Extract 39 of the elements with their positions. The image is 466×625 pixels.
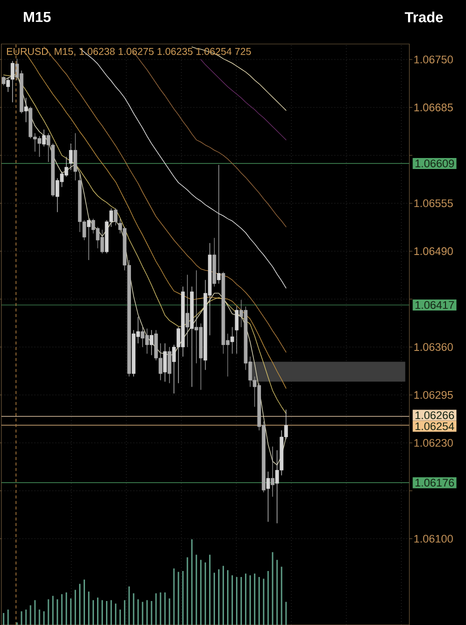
- candlestick: [100, 230, 104, 254]
- ref-line-label: 1.06266: [416, 411, 454, 420]
- candlestick: [24, 98, 28, 122]
- candlestick: [150, 330, 154, 356]
- y-tick-label: 1.06295: [414, 391, 453, 399]
- candlestick: [114, 208, 118, 226]
- y-tick-label: 1.06360: [414, 343, 453, 351]
- candlestick: [230, 326, 234, 354]
- candlestick: [69, 143, 73, 170]
- candlestick: [74, 133, 78, 181]
- candlestick: [190, 286, 194, 388]
- y-tick-label: 1.06490: [414, 247, 453, 256]
- line-series: [200, 59, 286, 140]
- candlestick: [212, 238, 216, 287]
- y-tick-label: 1.06230: [414, 439, 453, 447]
- ref-line-label: 1.06176: [416, 478, 454, 487]
- text: Trade: [404, 12, 443, 22]
- y-tick-label: 1.06100: [414, 534, 453, 543]
- candlestick: [186, 274, 190, 348]
- candlestick: [168, 346, 172, 384]
- candlestick: [42, 129, 46, 147]
- y-tick-label: 1.06685: [414, 104, 453, 112]
- candlestick: [216, 164, 221, 284]
- candlestick: [234, 306, 239, 354]
- ref-line-label: 1.06417: [416, 301, 454, 309]
- candlestick: [266, 471, 270, 522]
- ref-line-label: 1.06254: [416, 422, 454, 430]
- candlestick: [6, 78, 10, 92]
- text: M15: [24, 12, 51, 22]
- candlestick: [86, 218, 91, 260]
- y-tick-label: 1.06555: [414, 199, 453, 208]
- line-series: [79, 48, 286, 288]
- ref-line-label: 1.06609: [416, 160, 454, 168]
- y-tick-label: 1.06750: [414, 56, 453, 64]
- line-series: [192, 46, 286, 111]
- candlestick: [163, 343, 167, 382]
- candlestick: [270, 446, 274, 497]
- candlestick: [10, 60, 14, 102]
- candlestick: [2, 76, 6, 86]
